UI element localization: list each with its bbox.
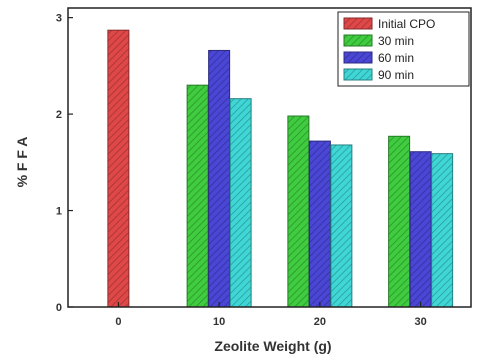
bar-30-min-30 — [388, 135, 411, 308]
y-tick-label: 3 — [56, 13, 62, 25]
x-tick-label: 20 — [314, 316, 326, 328]
y-tick-label: 2 — [56, 109, 62, 121]
plot-frame — [67, 7, 472, 308]
legend-swatch — [343, 68, 373, 81]
legend-label: 60 min — [378, 51, 414, 65]
bar-90-min-10 — [229, 98, 252, 308]
bar-60-min-30 — [409, 151, 432, 308]
y-tick-label: 0 — [56, 302, 62, 314]
legend-label: 30 min — [378, 34, 414, 48]
bar-initial-cpo-0 — [107, 29, 130, 308]
legend-label: 90 min — [378, 68, 414, 82]
bar-60-min-20 — [308, 140, 331, 308]
legend-swatch — [343, 51, 373, 64]
legend: Initial CPO 30 min 60 min 90 min — [337, 11, 470, 87]
x-tick-label: 0 — [115, 316, 121, 328]
y-tick-label: 1 — [56, 206, 62, 218]
bar-90-min-30 — [431, 153, 454, 308]
bar-30-min-10 — [186, 84, 209, 308]
legend-swatch — [343, 17, 373, 30]
x-tick-label: 30 — [415, 316, 427, 328]
y-axis-title: % F F A — [14, 137, 30, 188]
x-tick-label: 10 — [213, 316, 225, 328]
x-axis-title: Zeolite Weight (g) — [214, 338, 331, 354]
legend-swatch — [343, 34, 373, 47]
bar-30-min-20 — [287, 115, 310, 308]
bars-layer — [107, 29, 454, 308]
legend-label: Initial CPO — [378, 17, 435, 31]
bar-60-min-10 — [208, 49, 231, 308]
bar-90-min-20 — [330, 144, 353, 308]
